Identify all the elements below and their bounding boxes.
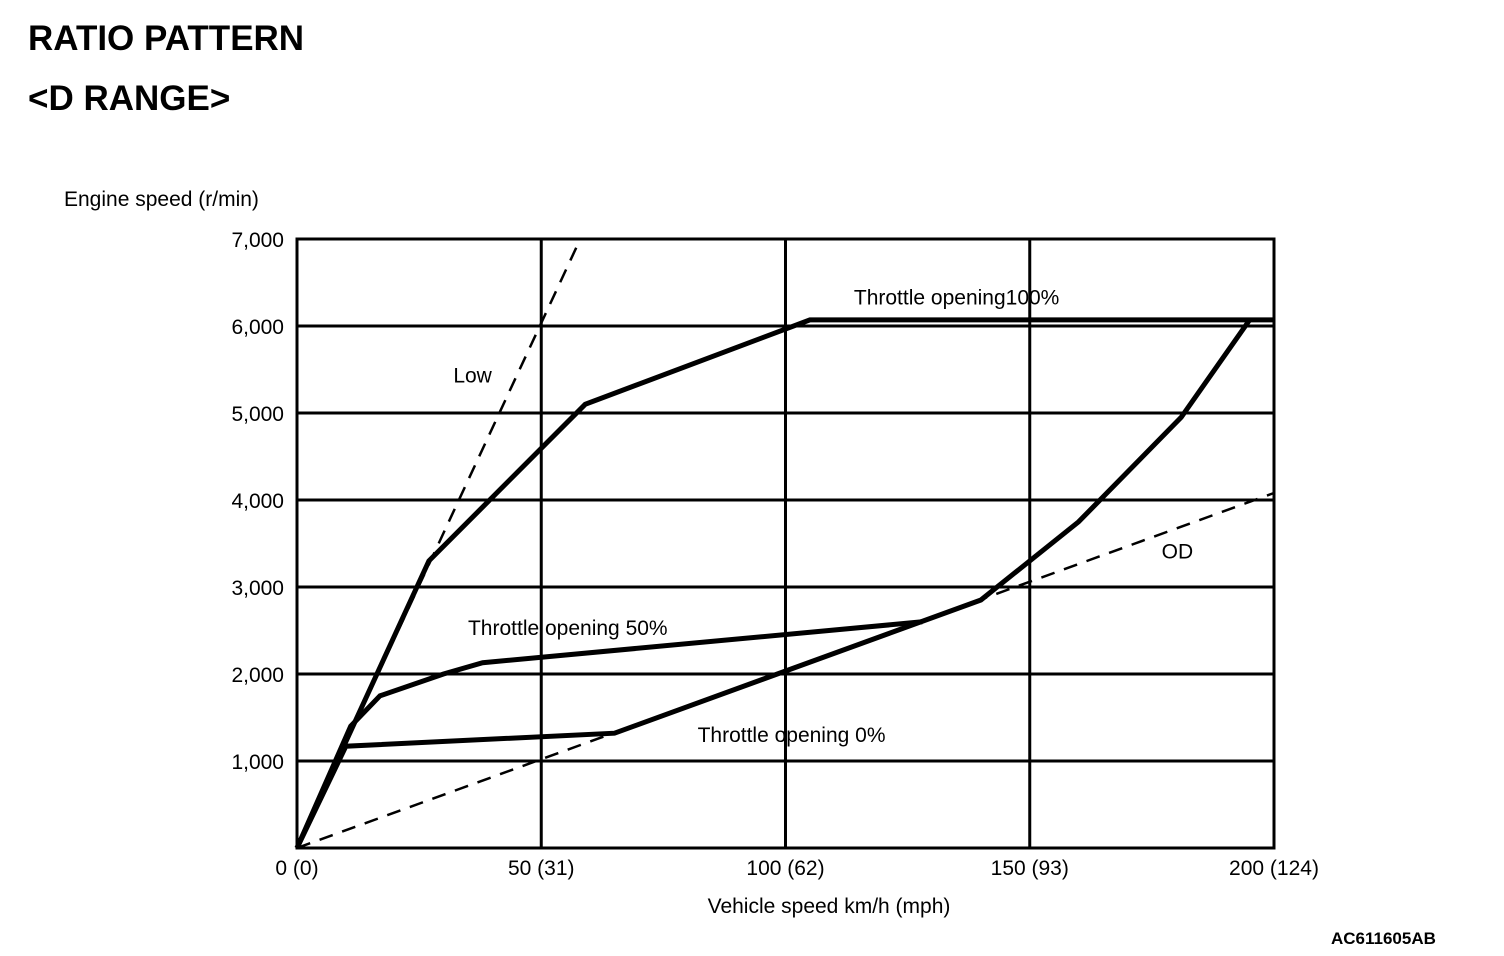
y-tick-label: 7,000 <box>231 229 284 252</box>
x-tick-label: 0 (0) <box>275 857 318 880</box>
x-tick-label: 200 (124) <box>1229 857 1319 880</box>
y-tick-label: 6,000 <box>231 316 284 339</box>
plot-frame <box>295 237 1276 850</box>
x-tick-label: 150 (93) <box>991 857 1069 880</box>
x-tick-label: 100 (62) <box>746 857 824 880</box>
page-subtitle: <D RANGE> <box>28 79 231 118</box>
series-annotation: Throttle opening 0% <box>698 724 886 747</box>
tick-labels: 1,000 2,000 3,000 4,000 5,000 6,000 7,000 0 (0)… <box>231 229 1319 880</box>
series-annotation: Throttle opening100% <box>854 286 1059 309</box>
series-line-od <box>296 491 1275 850</box>
annotations: Throttle opening100% Low Throttle opening … <box>453 286 1193 747</box>
page-title: RATIO PATTERN <box>28 19 305 58</box>
series-line-throttle-opening-0 <box>294 318 1252 850</box>
series-annotation: OD <box>1162 540 1194 563</box>
series-line-low <box>295 238 582 849</box>
x-axis-label: Vehicle speed km/h (mph) <box>708 895 951 918</box>
y-axis-label: Engine speed (r/min) <box>64 188 259 211</box>
series-annotation: Low <box>453 365 492 388</box>
y-tick-label: 2,000 <box>231 664 284 687</box>
series-lines <box>294 238 1275 850</box>
figure-code: AC611605AB <box>1331 929 1436 948</box>
y-tick-label: 4,000 <box>231 490 284 513</box>
series-annotation: Throttle opening 50% <box>468 617 668 640</box>
series-line-throttle-opening-50 <box>294 619 923 850</box>
x-tick-label: 50 (31) <box>508 857 575 880</box>
y-tick-label: 3,000 <box>231 577 284 600</box>
series-line-throttle-opening100 <box>294 317 1274 850</box>
y-tick-label: 5,000 <box>231 403 284 426</box>
y-tick-label: 1,000 <box>231 751 284 774</box>
